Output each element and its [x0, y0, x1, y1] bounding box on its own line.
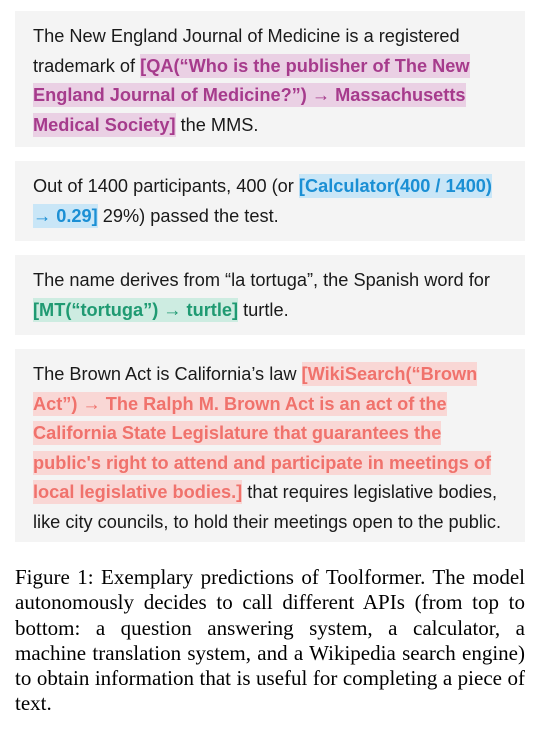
example-qa-box: The New England Journal of Medicine is a…: [15, 11, 525, 147]
figure-caption: Figure 1: Exemplary predictions of Toolf…: [15, 565, 525, 716]
example-mt-text-after: turtle.: [238, 299, 289, 320]
example-wikisearch-text-after: that requires legislative bodies, like c…: [33, 482, 502, 532]
example-wikisearch-text-before: The Brown Act is California’s law: [33, 364, 302, 384]
example-calculator-box: Out of 1400 participants, 400 (or [Calcu…: [15, 161, 525, 241]
example-qa-text-before: The New England Journal of Medicine is a…: [33, 26, 460, 76]
example-mt-box: The name derives from “la tortuga”, the …: [15, 255, 525, 335]
example-qa-text-after: the MMS.: [175, 114, 259, 135]
example-wikisearch-box: The Brown Act is California’s law [WikiS…: [15, 349, 525, 542]
mt-api-call: [MT(“tortuga”) → turtle]: [33, 297, 239, 322]
example-calculator-text-before: Out of 1400 participants, 400 (or: [33, 176, 299, 196]
example-mt-text-before: The name derives from “la tortuga”, the …: [33, 270, 490, 290]
example-calculator-text-after: 29%) passed the test.: [97, 205, 279, 226]
